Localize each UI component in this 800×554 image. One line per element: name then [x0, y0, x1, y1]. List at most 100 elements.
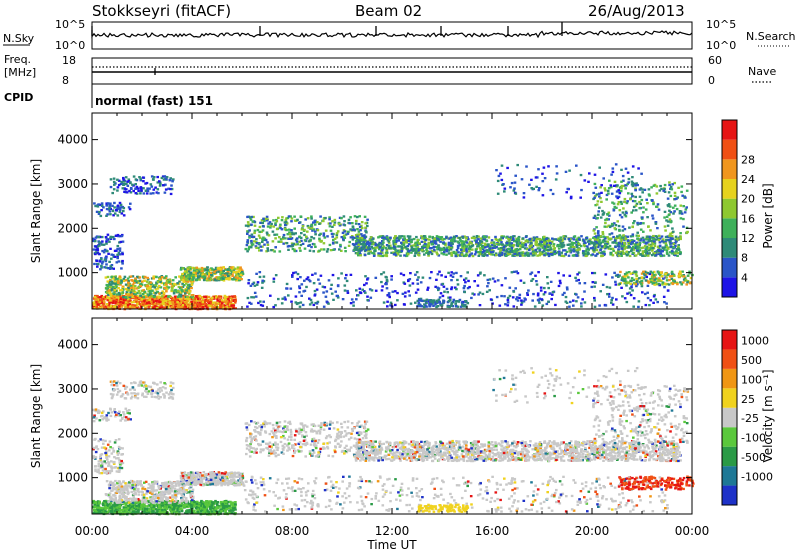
data-cell	[224, 274, 227, 277]
data-cell	[180, 275, 183, 278]
data-cell	[381, 235, 385, 238]
data-cell	[617, 224, 621, 228]
data-cell	[284, 220, 288, 224]
data-cell	[600, 200, 603, 203]
data-cell	[655, 250, 659, 253]
data-cell	[641, 254, 644, 257]
data-cell	[585, 238, 588, 241]
data-cell	[134, 298, 137, 301]
data-cell	[389, 244, 392, 247]
data-cell	[184, 275, 188, 278]
data-cell	[593, 299, 596, 302]
data-cell	[628, 287, 632, 290]
data-cell	[312, 237, 316, 240]
data-cell	[532, 292, 535, 296]
data-cell	[118, 201, 122, 205]
data-cell	[656, 227, 659, 230]
data-cell	[148, 289, 152, 293]
data-cell	[547, 254, 551, 258]
data-cell	[529, 240, 533, 243]
data-cell	[602, 252, 606, 255]
data-cell	[548, 239, 551, 242]
data-cell	[651, 217, 655, 220]
data-cell	[129, 181, 132, 184]
data-cell	[515, 270, 518, 273]
data-cell	[479, 237, 483, 240]
data-cell	[230, 300, 233, 303]
data-cell	[177, 299, 181, 303]
data-cell	[407, 237, 411, 240]
data-cell	[576, 241, 580, 245]
data-cell	[364, 226, 367, 229]
data-cell	[439, 236, 443, 239]
data-cell	[322, 305, 326, 308]
data-cell	[373, 246, 376, 250]
data-cell	[596, 252, 599, 256]
data-cell	[122, 288, 125, 291]
data-cell	[345, 273, 348, 277]
data-cell	[474, 248, 478, 251]
data-cell	[363, 253, 367, 257]
data-cell	[439, 249, 442, 252]
data-cell	[195, 295, 199, 299]
data-cell	[294, 271, 298, 274]
data-cell	[455, 249, 459, 252]
data-cell	[353, 247, 357, 250]
data-cell	[94, 204, 97, 208]
data-cell	[447, 243, 451, 246]
data-cell	[112, 188, 116, 191]
data-cell	[99, 203, 102, 206]
data-cell	[310, 224, 313, 227]
data-cell	[172, 292, 176, 295]
data-cell	[449, 248, 453, 251]
data-cell	[154, 186, 157, 189]
data-cell	[452, 240, 455, 243]
data-cell	[101, 297, 104, 300]
data-cell	[626, 239, 630, 242]
data-cell	[150, 185, 154, 188]
data-cell	[321, 285, 325, 288]
nsky-tick-top: 10^5	[55, 18, 85, 31]
data-cell	[221, 302, 224, 305]
data-cell	[628, 240, 632, 243]
data-cell	[591, 253, 595, 256]
data-cell	[104, 276, 108, 279]
data-cell	[506, 298, 510, 302]
data-cell	[317, 278, 320, 281]
data-cell	[109, 265, 112, 268]
data-cell	[253, 240, 256, 243]
data-cell	[160, 276, 164, 279]
data-cell	[681, 194, 684, 197]
data-cell	[417, 302, 421, 305]
data-cell	[631, 225, 634, 229]
data-cell	[473, 293, 476, 296]
data-cell	[104, 287, 108, 290]
data-cell	[261, 238, 264, 241]
data-cell	[624, 215, 628, 218]
data-cell	[515, 249, 518, 252]
data-cell	[613, 239, 617, 242]
data-cell	[265, 250, 268, 253]
data-cell	[261, 304, 265, 307]
data-cell	[482, 235, 486, 238]
data-cell	[582, 250, 585, 253]
data-cell	[416, 242, 419, 245]
data-cell	[285, 217, 288, 220]
data-cell	[142, 289, 145, 292]
data-cell	[106, 280, 110, 283]
data-cell	[142, 192, 146, 195]
data-cell	[572, 299, 575, 302]
data-cell	[366, 249, 370, 252]
data-cell	[173, 299, 176, 302]
data-cell	[551, 237, 554, 240]
data-cell	[197, 276, 200, 279]
data-cell	[109, 285, 112, 288]
data-cell	[506, 252, 510, 256]
data-cell	[685, 189, 689, 192]
data-cell	[625, 212, 628, 215]
data-cell	[606, 293, 609, 296]
data-cell	[162, 300, 165, 303]
data-cell	[615, 298, 618, 301]
data-cell	[116, 189, 119, 192]
data-cell	[556, 238, 559, 241]
